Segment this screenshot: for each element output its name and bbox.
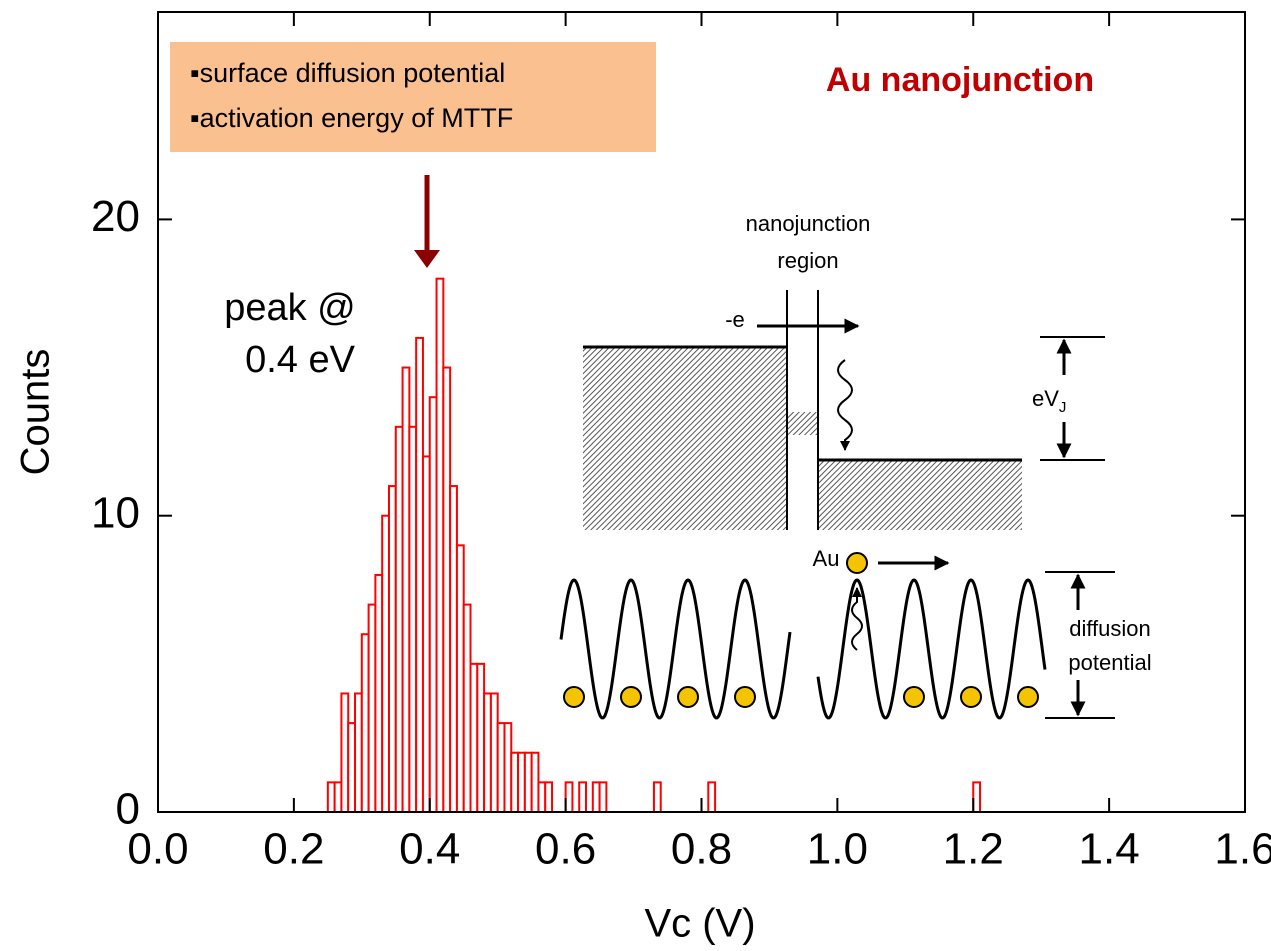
y-tick-label: 20 (91, 192, 140, 241)
x-tick-label: 0.0 (127, 825, 188, 874)
atom (903, 686, 925, 708)
bar (652, 781, 662, 813)
activation-arrow (851, 587, 863, 651)
bar (591, 781, 601, 813)
bar (374, 573, 384, 813)
emission-arrow (837, 359, 853, 451)
y-tick-label: 10 (91, 488, 140, 537)
bar (462, 603, 472, 813)
bar (360, 633, 370, 813)
bar (387, 485, 397, 813)
bar (326, 781, 336, 813)
bar (517, 751, 526, 813)
inset-label: diffusion (1069, 616, 1151, 641)
y-tick-label: 0 (116, 785, 140, 834)
bar (421, 455, 431, 813)
bar (598, 781, 608, 813)
bar (381, 514, 390, 813)
x-tick-label: 0.8 (671, 825, 732, 874)
bar (347, 722, 357, 813)
x-tick-label: 1.0 (807, 825, 868, 874)
bar (415, 336, 424, 813)
bar (537, 781, 547, 813)
atom (677, 686, 699, 708)
inset-label: region (777, 248, 838, 273)
bar (564, 781, 574, 813)
x-tick-label: 0.6 (535, 825, 596, 874)
inset-label: J (1059, 399, 1067, 416)
bar (401, 366, 411, 813)
inset-label: Au (813, 546, 840, 571)
bar (333, 781, 343, 813)
y-axis-label: Counts (14, 349, 58, 476)
histogram (326, 277, 982, 814)
inset-label: potential (1068, 650, 1151, 675)
atom (563, 686, 585, 708)
bar (428, 396, 438, 813)
bar (544, 781, 554, 813)
bar (476, 662, 486, 814)
inset-diagram (559, 290, 1115, 720)
annotation: ▪activation energy of MTTF (190, 103, 513, 133)
bar (449, 485, 458, 813)
atom (734, 686, 756, 708)
bar (442, 366, 452, 813)
annotation-box (170, 42, 656, 152)
inset-label: -e (725, 307, 745, 332)
bar (503, 722, 513, 813)
x-axis-label: Vc (V) (644, 902, 755, 946)
x-tick-label: 1.4 (1079, 825, 1140, 874)
annotation: 0.4 eV (245, 339, 356, 381)
potential-curve (816, 578, 1047, 720)
bar (394, 425, 404, 813)
atom (960, 686, 982, 708)
atom (846, 552, 868, 574)
potential-curve (559, 578, 792, 720)
bar (489, 692, 499, 814)
electrode (818, 460, 1022, 530)
bar (435, 277, 445, 813)
bar (523, 751, 533, 813)
bar (578, 781, 588, 813)
atom (1017, 686, 1039, 708)
bar (469, 662, 479, 814)
x-tick-label: 1.2 (943, 825, 1004, 874)
bar (354, 692, 363, 814)
bar (408, 425, 418, 813)
bar (496, 722, 506, 813)
x-tick-label: 0.2 (263, 825, 324, 874)
bar (510, 751, 520, 813)
inset-label: nanojunction (746, 211, 871, 236)
bar (340, 692, 350, 814)
bar (972, 781, 982, 813)
electrode (583, 347, 787, 530)
peak-arrow-head (414, 250, 440, 268)
bar (483, 692, 492, 814)
inset-label: eV (1032, 386, 1059, 411)
bar (367, 603, 377, 813)
atom (620, 686, 642, 708)
bar (707, 781, 717, 813)
annotation: peak @ (224, 287, 356, 329)
bar (455, 544, 465, 813)
annotation: ▪surface diffusion potential (190, 58, 505, 88)
bar (530, 751, 540, 813)
x-tick-label: 0.4 (399, 825, 460, 874)
x-tick-label: 1.6 (1214, 825, 1271, 874)
inset-label: eVJ (1032, 386, 1066, 416)
chart-title: Au nanojunction (826, 61, 1094, 99)
junction-state (787, 412, 818, 435)
